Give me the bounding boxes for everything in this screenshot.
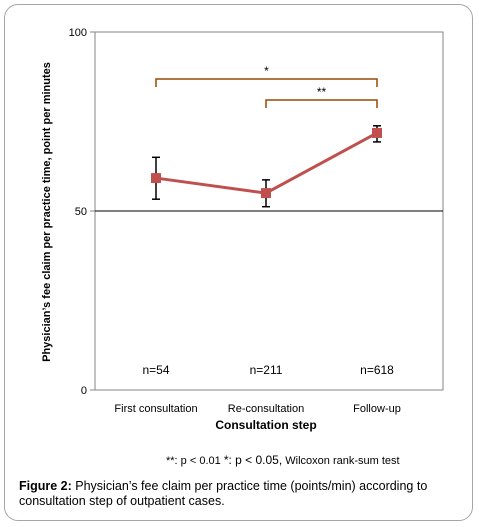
significance-label: ** (317, 85, 327, 99)
footnote-test: Wilcoxon rank-sum test (285, 455, 400, 467)
significance-bracket (155, 78, 378, 87)
data-point (372, 127, 382, 138)
figure-frame (4, 4, 473, 521)
x-tick-label: Follow-up (353, 403, 401, 415)
y-tick-label: 100 (69, 27, 87, 39)
y-tick-label: 0 (81, 385, 87, 397)
chart: 0 50 100 First consultation Re-consultation F… (41, 27, 444, 432)
sample-size-label: n=618 (360, 363, 394, 377)
x-axis-label: Consultation step (215, 418, 316, 432)
x-tick-label: Re-consultation (228, 403, 304, 415)
footnote: **: p < 0.01 *: p < 0.05, Wilcoxon rank-… (166, 453, 400, 467)
data-point (151, 173, 161, 184)
y-tick-label: 50 (75, 206, 87, 218)
sample-size-label: n=54 (142, 363, 169, 377)
caption-label: Figure 2: (19, 479, 72, 493)
y-axis-label: Physician’s fee claim per practice time,… (41, 62, 53, 362)
figure-caption: Figure 2: Physician’s fee claim per prac… (19, 479, 467, 509)
footnote-single-star: *: p < 0.05, (223, 453, 283, 467)
caption-text: Physician’s fee claim per practice time … (19, 479, 428, 508)
sample-size-label: n=211 (250, 363, 283, 377)
x-tick-label: First consultation (114, 403, 197, 415)
data-point (261, 188, 271, 199)
significance-bracket (265, 99, 378, 108)
significance-label: * (264, 64, 269, 78)
footnote-double-star: **: p < 0.01 (166, 455, 221, 467)
